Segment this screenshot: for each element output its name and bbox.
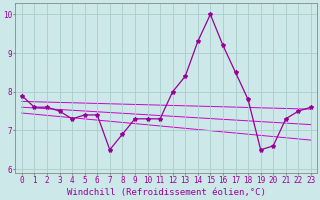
X-axis label: Windchill (Refroidissement éolien,°C): Windchill (Refroidissement éolien,°C) (67, 188, 266, 197)
